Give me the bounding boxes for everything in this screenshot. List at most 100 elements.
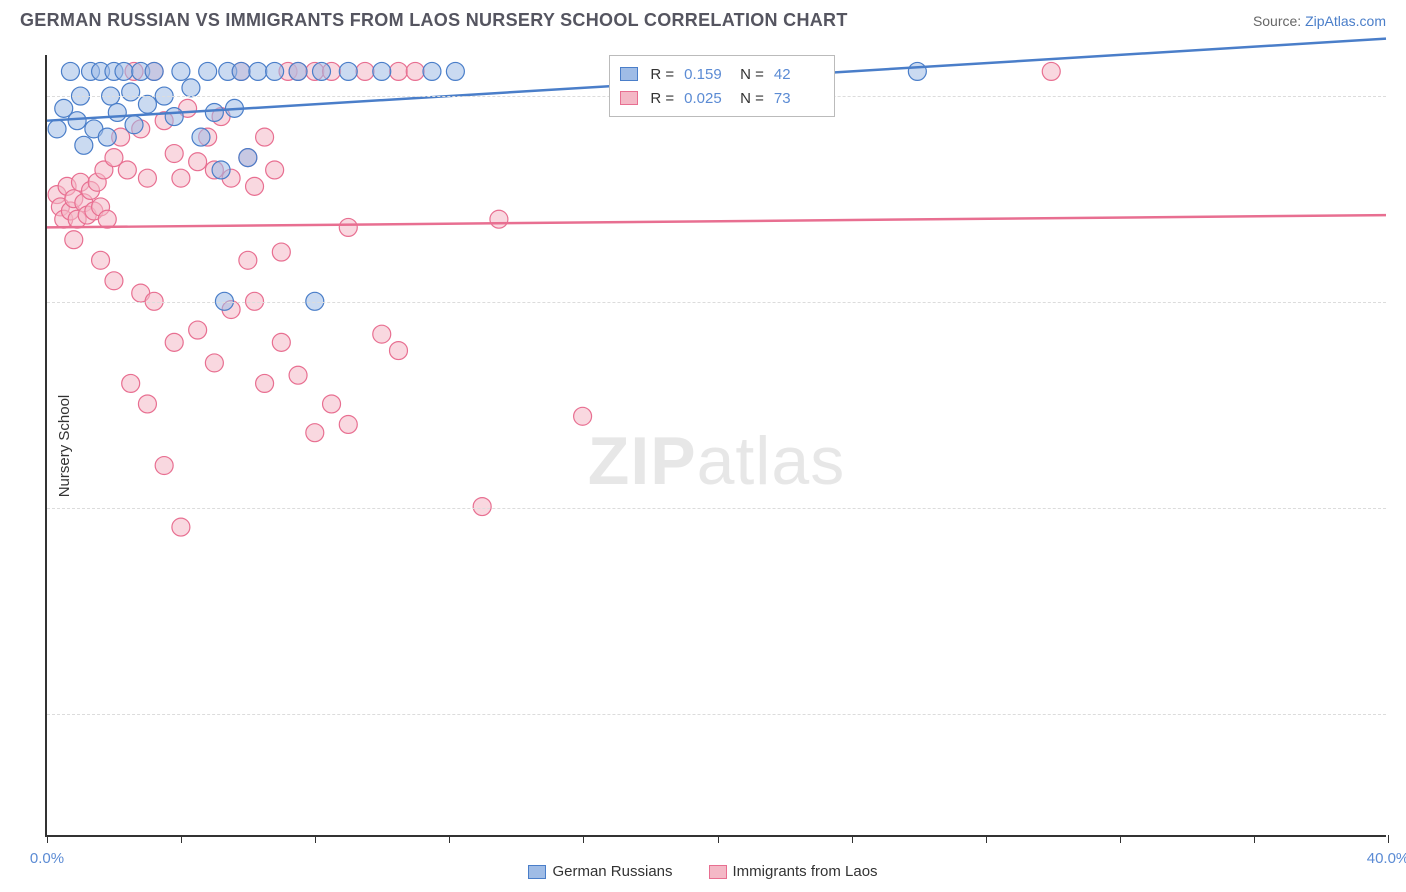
data-point xyxy=(138,169,156,187)
data-point xyxy=(239,149,257,167)
data-point xyxy=(172,169,190,187)
r-value: 0.159 xyxy=(684,66,734,83)
r-label: R = xyxy=(650,66,674,83)
x-tick xyxy=(986,835,987,843)
legend-label: Immigrants from Laos xyxy=(733,863,878,880)
data-point xyxy=(289,366,307,384)
correlation-info-box: R = 0.159 N = 42 R = 0.025 N = 73 xyxy=(609,55,835,117)
r-label: R = xyxy=(650,90,674,107)
gridline xyxy=(47,714,1386,715)
x-tick xyxy=(1254,835,1255,843)
data-point xyxy=(65,231,83,249)
x-tick xyxy=(315,835,316,843)
legend-swatch xyxy=(528,865,546,879)
data-point xyxy=(205,354,223,372)
x-tick xyxy=(1388,835,1389,843)
data-point xyxy=(356,62,374,80)
data-point xyxy=(118,161,136,179)
data-point xyxy=(68,112,86,130)
info-row: R = 0.159 N = 42 xyxy=(620,62,824,86)
r-value: 0.025 xyxy=(684,90,734,107)
data-point xyxy=(165,108,183,126)
data-point xyxy=(266,62,284,80)
data-point xyxy=(155,457,173,475)
data-point xyxy=(138,95,156,113)
data-point xyxy=(423,62,441,80)
y-tick-label: 90.0% xyxy=(1396,499,1406,516)
data-point xyxy=(182,79,200,97)
data-point xyxy=(212,161,230,179)
scatter-svg xyxy=(47,55,1386,835)
data-point xyxy=(75,136,93,154)
data-point xyxy=(266,161,284,179)
info-row: R = 0.025 N = 73 xyxy=(620,86,824,110)
data-point xyxy=(373,325,391,343)
gridline xyxy=(47,302,1386,303)
trend-line xyxy=(47,215,1386,227)
data-point xyxy=(122,83,140,101)
data-point xyxy=(272,243,290,261)
data-point xyxy=(172,518,190,536)
x-tick xyxy=(47,835,48,843)
data-point xyxy=(199,62,217,80)
n-label: N = xyxy=(740,66,764,83)
data-point xyxy=(108,103,126,121)
legend-swatch xyxy=(620,91,638,105)
data-point xyxy=(192,128,210,146)
data-point xyxy=(92,251,110,269)
source-attribution: Source: ZipAtlas.com xyxy=(1253,13,1386,29)
data-point xyxy=(189,321,207,339)
chart-area: Nursery School ZIPatlas 85.0%90.0%95.0%1… xyxy=(45,55,1386,837)
bottom-legend: German Russians Immigrants from Laos xyxy=(0,863,1406,880)
data-point xyxy=(138,395,156,413)
data-point xyxy=(189,153,207,171)
data-point xyxy=(373,62,391,80)
data-point xyxy=(256,374,274,392)
data-point xyxy=(246,177,264,195)
data-point xyxy=(145,62,163,80)
data-point xyxy=(473,498,491,516)
data-point xyxy=(105,272,123,290)
data-point xyxy=(574,407,592,425)
data-point xyxy=(1042,62,1060,80)
data-point xyxy=(490,210,508,228)
data-point xyxy=(323,395,341,413)
header: GERMAN RUSSIAN VS IMMIGRANTS FROM LAOS N… xyxy=(0,0,1406,31)
x-tick xyxy=(852,835,853,843)
n-value: 42 xyxy=(774,66,824,83)
data-point xyxy=(908,62,926,80)
data-point xyxy=(232,62,250,80)
data-point xyxy=(306,424,324,442)
data-point xyxy=(390,62,408,80)
data-point xyxy=(446,62,464,80)
data-point xyxy=(256,128,274,146)
x-tick xyxy=(181,835,182,843)
data-point xyxy=(172,62,190,80)
chart-title: GERMAN RUSSIAN VS IMMIGRANTS FROM LAOS N… xyxy=(20,10,848,31)
data-point xyxy=(205,103,223,121)
data-point xyxy=(339,415,357,433)
data-point xyxy=(339,62,357,80)
legend-swatch xyxy=(709,865,727,879)
legend-swatch xyxy=(620,67,638,81)
y-tick-label: 95.0% xyxy=(1396,293,1406,310)
data-point xyxy=(98,128,116,146)
data-point xyxy=(406,62,424,80)
data-point xyxy=(272,333,290,351)
x-tick xyxy=(718,835,719,843)
legend-item: Immigrants from Laos xyxy=(709,863,878,880)
data-point xyxy=(98,210,116,228)
x-tick xyxy=(1120,835,1121,843)
source-link[interactable]: ZipAtlas.com xyxy=(1305,13,1386,29)
x-tick xyxy=(449,835,450,843)
data-point xyxy=(289,62,307,80)
data-point xyxy=(239,251,257,269)
n-value: 73 xyxy=(774,90,824,107)
legend-item: German Russians xyxy=(528,863,672,880)
gridline xyxy=(47,508,1386,509)
data-point xyxy=(313,62,331,80)
y-tick-label: 100.0% xyxy=(1396,88,1406,105)
data-point xyxy=(48,120,66,138)
data-point xyxy=(122,374,140,392)
n-label: N = xyxy=(740,90,764,107)
